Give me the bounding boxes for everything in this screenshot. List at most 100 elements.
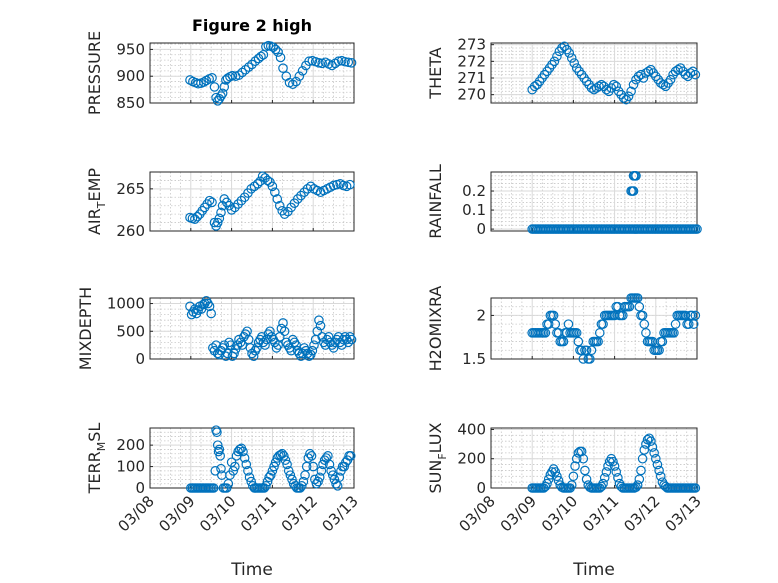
data-point	[199, 298, 210, 309]
y-tick-label: 0.1	[462, 201, 486, 219]
data-point	[641, 439, 651, 449]
data-point	[608, 79, 619, 90]
y-tick-label: 272	[457, 52, 486, 70]
data-point	[276, 323, 287, 334]
data-point	[611, 467, 622, 477]
data-point	[250, 345, 261, 356]
data-point	[224, 337, 234, 348]
data-point	[219, 340, 230, 350]
data-point	[204, 301, 215, 312]
y-tick-label: 0	[135, 479, 145, 497]
data-point	[291, 340, 301, 350]
data-point	[585, 354, 595, 364]
data-point	[601, 84, 612, 95]
data-point	[208, 483, 219, 493]
data-point	[636, 465, 646, 476]
data-point	[255, 176, 265, 187]
data-point	[687, 310, 697, 321]
data-point	[265, 326, 275, 337]
data-point	[267, 181, 278, 192]
data-point	[239, 332, 249, 342]
data-point	[305, 181, 316, 192]
data-point	[216, 345, 226, 356]
y-axis-label: RAINFALL	[426, 164, 445, 239]
data-point	[232, 340, 243, 350]
y-tick-label: 0	[476, 479, 486, 497]
data-point	[558, 336, 569, 347]
data-point	[282, 459, 292, 470]
subplot-rainfall: 00.10.2 RAINFALL	[426, 164, 702, 239]
data-point	[598, 478, 608, 489]
data-point	[296, 481, 307, 491]
data-point	[207, 197, 217, 208]
data-point	[555, 480, 566, 490]
data-point	[234, 334, 244, 345]
data-point	[272, 194, 283, 204]
y-axis-label: MIXDEPTH	[76, 287, 95, 370]
data-point	[319, 337, 329, 348]
series-theta	[527, 41, 701, 105]
data-point	[246, 184, 256, 194]
data-point	[236, 195, 247, 206]
data-point	[324, 459, 335, 470]
y-tick-label: 265	[116, 180, 145, 198]
data-point	[341, 334, 352, 345]
data-point	[571, 328, 582, 338]
data-point	[643, 66, 654, 77]
data-point	[563, 319, 574, 329]
data-point	[552, 51, 562, 62]
data-point	[279, 451, 289, 461]
data-point	[289, 337, 300, 348]
y-axis-label: SUNFLUX	[426, 422, 449, 493]
data-point	[304, 351, 314, 362]
data-point	[314, 315, 324, 325]
data-point	[576, 446, 587, 457]
data-point	[327, 340, 337, 350]
data-point	[314, 472, 325, 483]
data-point	[665, 74, 676, 85]
data-point	[283, 466, 294, 476]
series-terr-msl	[186, 425, 356, 493]
data-point	[316, 466, 327, 476]
data-point	[215, 451, 225, 461]
data-point	[638, 73, 649, 83]
data-point	[322, 334, 332, 345]
data-point	[586, 345, 597, 356]
y-axis-label: PRESSURE	[85, 31, 104, 115]
data-point	[326, 466, 336, 476]
y-tick-label: 1000	[107, 295, 145, 313]
data-point	[330, 337, 341, 348]
data-point	[345, 332, 355, 342]
data-point	[299, 187, 310, 198]
data-point	[212, 217, 223, 228]
data-point	[685, 68, 696, 78]
data-point	[201, 295, 212, 306]
series-air-temp	[185, 171, 355, 231]
data-point	[315, 320, 326, 331]
data-point	[626, 86, 636, 97]
data-point	[328, 343, 339, 353]
y-tick-label: 273	[457, 36, 486, 54]
series-rainfall	[527, 171, 702, 234]
data-point	[601, 467, 612, 477]
data-point	[265, 470, 276, 480]
data-point	[641, 328, 651, 338]
data-point	[237, 67, 248, 78]
data-point	[618, 310, 628, 321]
data-point	[340, 332, 350, 342]
data-point	[659, 480, 669, 490]
y-tick-label: 100	[116, 458, 145, 476]
y-axis-label: THETA	[426, 47, 445, 99]
data-point	[637, 310, 648, 321]
data-point	[658, 79, 669, 90]
y-axis-label-part: SUN	[426, 460, 445, 494]
data-point	[639, 319, 650, 329]
y-axis-label-subscript: T	[95, 201, 108, 209]
y-axis-label-part: TERR	[85, 451, 104, 494]
data-point	[570, 461, 580, 471]
data-point	[245, 343, 256, 353]
data-point	[632, 293, 643, 303]
data-point	[250, 56, 261, 67]
data-point	[628, 79, 639, 90]
